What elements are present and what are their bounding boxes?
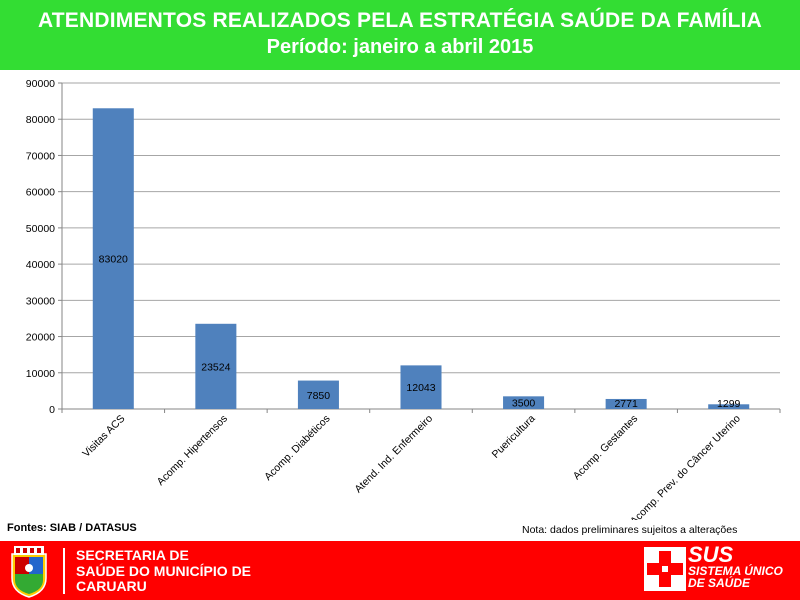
bar: [503, 396, 545, 409]
footer-divider: [63, 548, 65, 594]
bar: [400, 365, 442, 409]
y-tick-label: 60000: [26, 187, 55, 199]
category-label: Acomp. Hipertensos: [155, 413, 230, 488]
page-subtitle: Período: janeiro a abril 2015: [266, 36, 534, 58]
bar: [195, 323, 237, 409]
bar: [92, 108, 134, 409]
secretaria-line-3: CARUARU: [76, 578, 147, 594]
sus-line-2: DE SAÚDE: [688, 575, 751, 590]
y-tick-label: 10000: [26, 368, 55, 380]
footer-bar: SECRETARIA DE SAÚDE DO MUNICÍPIO DE CARU…: [0, 541, 800, 600]
y-tick-label: 0: [49, 404, 55, 416]
category-label: Acomp. Prev. do Câncer Uterino: [628, 413, 743, 520]
y-tick-label: 50000: [26, 223, 55, 235]
sus-subtitle: SISTEMA ÚNICO DE SAÚDE: [688, 564, 783, 590]
disclaimer-note: Nota: dados preliminares sujeitos a alte…: [522, 524, 738, 536]
category-label: Acomp. Diabéticos: [262, 413, 332, 483]
page-title: ATENDIMENTOS REALIZADOS PELA ESTRATÉGIA …: [37, 9, 763, 32]
data-label: 12043: [406, 382, 435, 394]
data-label: 83020: [99, 254, 128, 266]
bar: [708, 404, 750, 409]
y-tick-label: 80000: [26, 114, 55, 126]
y-tick-label: 20000: [26, 332, 55, 344]
category-label: Atend. Ind. Enfermeiro: [352, 413, 435, 496]
secretaria-label: SECRETARIA DE SAÚDE DO MUNICÍPIO DE CARU…: [76, 547, 252, 595]
data-label: 1299: [717, 398, 741, 410]
bar: [297, 380, 339, 409]
y-tick-label: 30000: [26, 295, 55, 307]
data-label: 7850: [307, 390, 331, 402]
bar-chart: 0 10000 20000 30000 40000 50000 60000 70000 8000…: [26, 78, 781, 520]
title-bar: ATENDIMENTOS REALIZADOS PELA ESTRATÉGIA …: [0, 0, 800, 70]
data-label: 23524: [201, 361, 230, 373]
sus-wordmark: SUS: [688, 542, 734, 567]
secretaria-line-1: SECRETARIA DE: [76, 547, 189, 563]
category-label: Acomp. Gestantes: [571, 413, 641, 483]
sus-logo-icon: [644, 547, 686, 591]
secretaria-line-2: SAÚDE DO MUNICÍPIO DE: [76, 562, 252, 579]
caruaru-crest-icon: [11, 546, 47, 598]
y-tick-label: 40000: [26, 259, 55, 271]
y-tick-label: 90000: [26, 78, 55, 90]
sus-line-1: SISTEMA ÚNICO: [688, 564, 783, 578]
data-label: 2771: [614, 398, 638, 410]
data-label: 3500: [512, 398, 536, 410]
category-label: Puericultura: [490, 413, 538, 461]
bar: [605, 398, 647, 409]
category-label: Visitas ACS: [80, 413, 127, 460]
sources-note: Fontes: SIAB / DATASUS: [7, 522, 137, 534]
y-tick-label: 70000: [26, 150, 55, 162]
